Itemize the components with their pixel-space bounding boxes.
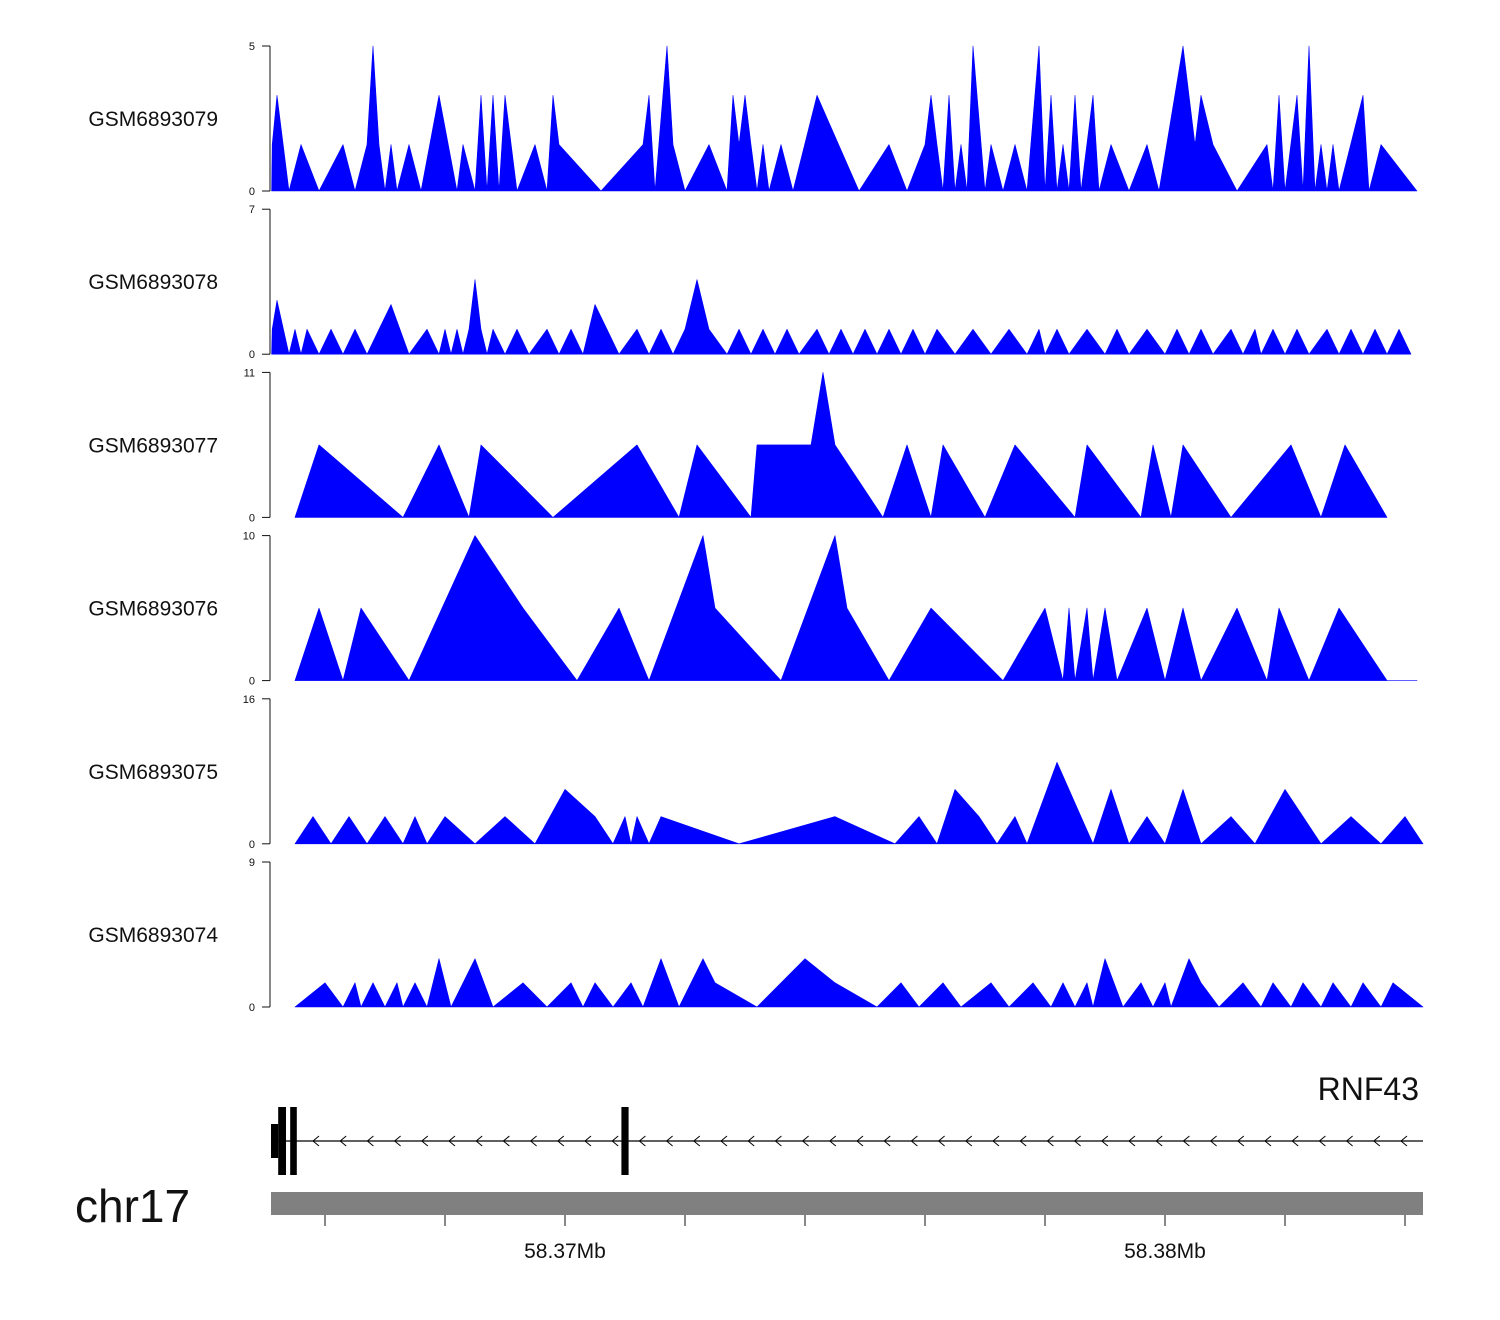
strand-arrow — [611, 1135, 619, 1147]
strand-arrow — [421, 1135, 429, 1147]
strand-arrow — [366, 1135, 374, 1147]
strand-arrow — [829, 1135, 837, 1147]
track-GSM6893074: GSM6893074 9 0 — [88, 857, 1424, 1014]
strand-arrows — [312, 1135, 1408, 1147]
genome-axis-ticks: 58.37Mb 58.38Mb — [324, 1215, 1406, 1263]
strand-arrow — [801, 1135, 809, 1147]
coverage-area — [294, 958, 1424, 1008]
strand-arrow — [584, 1135, 592, 1147]
strand-arrow — [992, 1135, 1000, 1147]
chromosome-bar — [271, 1192, 1423, 1215]
y-tick-min-label: 0 — [249, 186, 255, 198]
strand-arrow — [856, 1135, 864, 1147]
strand-arrow — [1318, 1135, 1326, 1147]
strand-arrow — [883, 1135, 891, 1147]
strand-arrow — [1264, 1135, 1272, 1147]
coverage-tracks: GSM689307950GSM689307870GSM6893077110GSM… — [88, 41, 1424, 1014]
exon — [271, 1124, 279, 1158]
track-label: GSM6893074 — [88, 924, 218, 947]
strand-arrow — [557, 1135, 565, 1147]
exon — [621, 1107, 629, 1175]
track-GSM6893076: GSM6893076 10 0 — [88, 531, 1418, 688]
strand-arrow — [965, 1135, 973, 1147]
strand-arrow — [1400, 1135, 1408, 1147]
strand-arrow — [339, 1135, 347, 1147]
track-GSM6893078: GSM6893078 7 0 — [88, 204, 1412, 361]
track-GSM6893075: GSM6893075 16 0 — [88, 694, 1424, 851]
gene-exons — [271, 1107, 629, 1175]
strand-arrow — [1019, 1135, 1027, 1147]
strand-arrow — [475, 1135, 483, 1147]
y-tick-min-label: 0 — [249, 676, 255, 688]
track-label: GSM6893077 — [88, 434, 218, 457]
strand-arrow — [774, 1135, 782, 1147]
strand-arrow — [1237, 1135, 1245, 1147]
strand-arrow — [1291, 1135, 1299, 1147]
coverage-area — [294, 535, 1418, 681]
track-label: GSM6893079 — [88, 108, 218, 131]
track-GSM6893077: GSM6893077 11 0 — [88, 367, 1388, 524]
exon — [290, 1107, 297, 1175]
strand-arrow — [1182, 1135, 1190, 1147]
y-tick-max-label: 16 — [243, 694, 255, 706]
strand-arrow — [747, 1135, 755, 1147]
y-tick-min-label: 0 — [249, 839, 255, 851]
y-tick-max-label: 7 — [249, 204, 255, 216]
strand-arrow — [502, 1135, 510, 1147]
coverage-area — [294, 761, 1424, 845]
coverage-area — [271, 279, 1412, 355]
track-label: GSM6893075 — [88, 761, 218, 784]
strand-arrow — [1073, 1135, 1081, 1147]
y-tick-min-label: 0 — [249, 512, 255, 524]
strand-arrow — [910, 1135, 918, 1147]
coverage-area — [294, 372, 1388, 518]
strand-arrow — [720, 1135, 728, 1147]
y-tick-max-label: 10 — [243, 531, 255, 543]
track-label: GSM6893076 — [88, 598, 218, 621]
track-label: GSM6893078 — [88, 271, 218, 294]
strand-arrow — [1155, 1135, 1163, 1147]
strand-arrow — [1046, 1135, 1054, 1147]
y-tick-min-label: 0 — [249, 349, 255, 361]
strand-arrow — [529, 1135, 537, 1147]
genome-tick-label: 58.37Mb — [524, 1240, 606, 1263]
strand-arrow — [393, 1135, 401, 1147]
gene-track: RNF43 — [271, 1071, 1423, 1175]
strand-arrow — [1345, 1135, 1353, 1147]
exon — [278, 1107, 286, 1175]
chromosome-ideogram: chr17 58.37Mb 58.38Mb — [75, 1180, 1423, 1263]
y-tick-min-label: 0 — [249, 1002, 255, 1014]
y-tick-max-label: 11 — [244, 367, 255, 379]
gene-name-label: RNF43 — [1318, 1071, 1419, 1107]
strand-arrow — [448, 1135, 456, 1147]
strand-arrow — [1373, 1135, 1381, 1147]
strand-arrow — [665, 1135, 673, 1147]
strand-arrow — [693, 1135, 701, 1147]
y-tick-max-label: 5 — [249, 41, 255, 53]
strand-arrow — [1101, 1135, 1109, 1147]
strand-arrow — [937, 1135, 945, 1147]
strand-arrow — [638, 1135, 646, 1147]
track-GSM6893079: GSM6893079 5 0 — [88, 41, 1418, 198]
strand-arrow — [312, 1135, 320, 1147]
strand-arrow — [1128, 1135, 1136, 1147]
strand-arrow — [1209, 1135, 1217, 1147]
coverage-area — [271, 45, 1418, 192]
genome-tick-label: 58.38Mb — [1124, 1240, 1206, 1263]
chromosome-label: chr17 — [75, 1180, 190, 1232]
y-tick-max-label: 9 — [249, 857, 255, 869]
